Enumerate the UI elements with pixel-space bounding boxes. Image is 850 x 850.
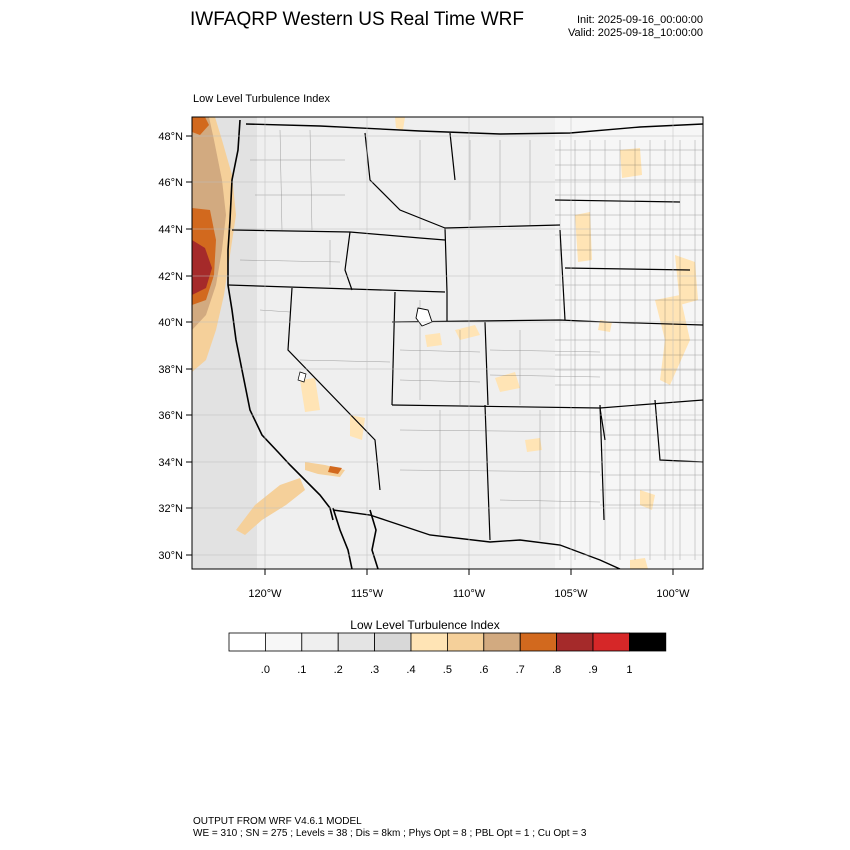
socal-hotspot [328,466,342,474]
map-frame [191,116,704,570]
lat-ticks [186,135,192,556]
colorbar-swatch [519,632,558,652]
colorbar-tick-label: .1 [297,664,307,676]
state-borders [227,132,703,541]
patch [455,325,480,340]
colorbar-title: Low Level Turbulence Index [350,618,500,632]
colorbar-swatch [556,632,594,652]
lake [297,371,307,383]
baja-coastline [332,507,353,569]
lat-label: 30°N [158,550,183,562]
colorbar-tick-label: 1 [626,664,633,676]
patch [575,212,592,262]
colorbar-swatch [337,632,376,652]
lat-label: 48°N [158,131,183,143]
patch [425,333,442,347]
lon-label: 100°W [656,588,690,600]
map-fields [192,117,703,569]
lon-ticks [264,569,674,575]
model-info-line1: OUTPUT FROM WRF V4.6.1 MODEL [193,816,362,827]
lon-label: 115°W [351,588,384,600]
lat-label: 42°N [158,271,183,283]
colorbar-tick-label: .0 [260,664,270,676]
colorbar-tick-label: .6 [479,664,489,676]
county-lines [239,129,703,560]
colorbar-swatch [410,632,448,652]
model-info-line2: WE = 310 ; SN = 275 ; Levels = 38 ; Dis … [193,828,587,839]
patch [495,372,520,392]
lat-label: 44°N [158,224,183,236]
patch [350,415,365,440]
colorbar-tick-label: .2 [333,664,343,676]
colorbar-swatch [374,632,412,652]
colorbar-swatch [592,632,630,652]
colorbar-swatch [228,632,266,652]
colorbar-swatch [446,632,485,652]
great-salt-lake [415,307,433,327]
colorbar-tick-label: .4 [406,664,416,676]
lon-labels: 120°W 115°W 110°W 105°W 100°W [248,588,690,600]
colorbar [228,632,667,652]
colorbar-tick-label: .9 [588,664,598,676]
valid-time: Valid: 2025-09-18_10:00:00 [568,27,703,39]
colorbar-swatch [264,632,303,652]
lat-labels: 48°N 46°N 44°N 42°N 40°N 38°N 36°N 34°N … [158,131,183,562]
colorbar-swatch [301,632,339,652]
lat-label: 46°N [158,177,183,189]
map-subtitle: Low Level Turbulence Index [193,93,330,105]
colorbar-swatch [629,632,667,652]
page-title: IWFAQRP Western US Real Time WRF [190,9,524,30]
coastal-band-north-orange [192,117,209,135]
init-time: Init: 2025-09-16_00:00:00 [577,14,703,26]
colorbar-tick-label: .3 [370,664,380,676]
pacific-coastline [227,119,334,521]
gulf-coastline [369,509,379,569]
coastal-band-red [192,240,212,295]
lat-label: 36°N [158,410,183,422]
colorbar-tick-label: .5 [442,664,452,676]
patch [620,148,642,178]
patch [300,378,320,412]
lon-label: 105°W [554,588,588,600]
socal-offshore-band [236,478,305,535]
colorbar-swatch [483,632,521,652]
lat-label: 34°N [158,457,183,469]
lat-lon-grid [192,117,703,569]
patch [525,438,542,452]
colorbar-tick-label: .7 [515,664,525,676]
patch [675,255,698,305]
lon-label: 110°W [453,588,486,600]
lat-label: 32°N [158,503,183,515]
lat-label: 38°N [158,364,183,376]
lat-label: 40°N [158,317,183,329]
canada-border [245,123,703,135]
patch [630,558,648,569]
colorbar-tick-label: .8 [552,664,562,676]
lon-label: 120°W [248,588,282,600]
patch [395,117,405,130]
